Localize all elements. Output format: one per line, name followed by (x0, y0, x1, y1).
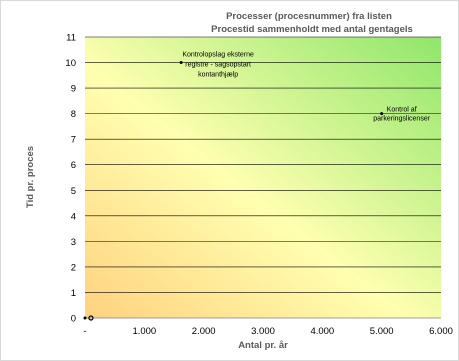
gridlines (85, 36, 441, 293)
y-tick-label: 0 (71, 314, 76, 325)
x-tick-label: 4.000 (310, 326, 334, 337)
x-tick-label: 1.000 (132, 326, 156, 337)
point-label-line: kontanthjælp (198, 72, 238, 79)
y-tick-label: 8 (71, 109, 76, 120)
y-tick-label: 7 (71, 135, 76, 146)
point-label-line: Kontrolopslag eksterne (182, 52, 254, 59)
y-tick-label: 9 (71, 84, 76, 95)
x-tick-label: 2.000 (192, 326, 216, 337)
data-points (83, 61, 384, 321)
x-tick-label: 3.000 (251, 326, 275, 337)
point-annotations: Kontrolopslag eksterne registre - sagsops… (182, 52, 430, 123)
y-axis-label: Tid pr. proces (25, 146, 36, 208)
y-tick-label: 3 (71, 237, 76, 248)
point-label: Kontrolopslag eksterne registre - sagsops… (182, 52, 254, 79)
y-tick-label: 11 (66, 33, 76, 44)
plot-area (85, 37, 441, 318)
x-tick-labels: - 1.000 2.000 3.000 4.000 5.000 6.000 (83, 326, 452, 337)
chart-subtitle: Procestid sammenholdt med antal gentagel… (211, 24, 413, 35)
x-tick-label: 5.000 (370, 326, 394, 337)
y-tick-labels: 0 1 2 3 4 5 6 7 8 9 10 11 (65, 33, 76, 325)
chart-title: Processer (procesnummer) fra listen (226, 11, 392, 22)
y-tick-label: 6 (71, 160, 76, 171)
data-point (83, 316, 87, 320)
y-tick-label: 4 (71, 211, 76, 222)
y-tick-label: 1 (71, 288, 76, 299)
x-axis-label: Antal pr. år (238, 340, 288, 351)
data-point (380, 112, 384, 116)
point-label: Kontrol af parkeringslicenser (373, 107, 430, 123)
x-tick-label: 6.000 (429, 326, 453, 337)
y-tick-label: 2 (71, 262, 76, 273)
point-label-line: registre - sagsopstart (185, 62, 251, 69)
y-tick-label: 5 (71, 186, 76, 197)
data-point (179, 61, 183, 65)
x-tick-label: - (83, 326, 86, 337)
data-point (88, 315, 94, 321)
y-tick-label: 10 (65, 58, 76, 69)
point-label-line: parkeringslicenser (373, 116, 430, 123)
point-label-line: Kontrol af (387, 107, 417, 114)
